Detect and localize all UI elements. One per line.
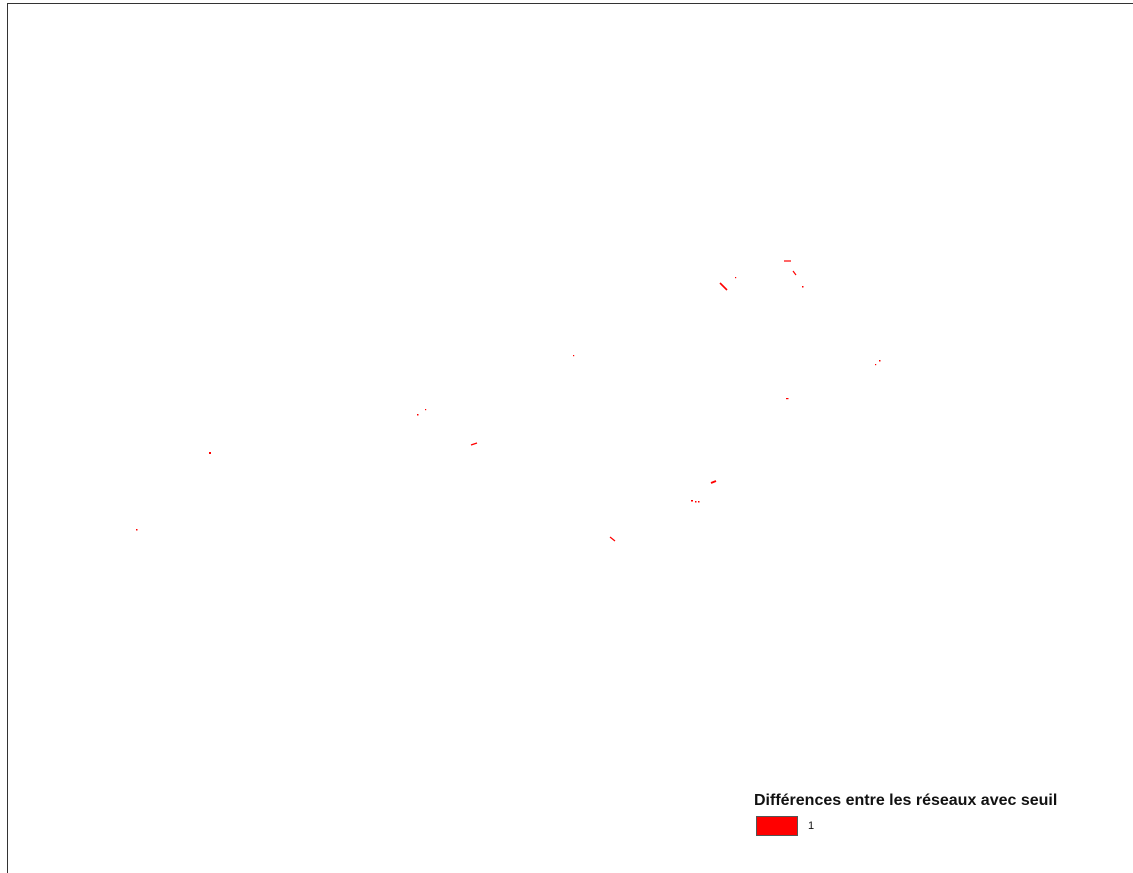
difference-feature: [470, 442, 478, 446]
difference-feature: [802, 286, 804, 288]
difference-feature: [136, 529, 138, 531]
map-legend: Différences entre les réseaux avec seuil…: [754, 792, 1057, 836]
legend-item: 1: [754, 816, 1057, 836]
difference-feature: [879, 360, 881, 362]
difference-feature: [698, 501, 700, 503]
difference-feature: [425, 409, 427, 411]
legend-title: Différences entre les réseaux avec seuil: [754, 792, 1058, 809]
legend-item-label: 1: [808, 820, 815, 832]
difference-feature: [417, 414, 419, 416]
difference-feature: [209, 452, 211, 454]
difference-feature: [792, 270, 797, 276]
difference-feature: [719, 282, 728, 291]
difference-feature: [710, 480, 717, 484]
map-frame: [7, 3, 1133, 873]
difference-features: [136, 260, 881, 542]
difference-feature: [735, 277, 737, 279]
difference-feature: [875, 364, 877, 366]
difference-feature: [786, 398, 789, 400]
difference-feature: [609, 536, 616, 542]
legend-swatch: [756, 816, 798, 836]
difference-feature: [695, 501, 697, 503]
difference-feature: [573, 355, 575, 357]
difference-feature: [691, 500, 693, 502]
